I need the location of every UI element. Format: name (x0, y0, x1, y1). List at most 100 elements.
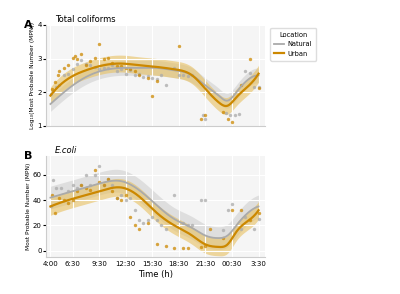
Point (136, 71, 142, 76)
Point (145, 220, 151, 225)
Point (189, 223, 195, 228)
Point (140, 220, 147, 225)
Point (171, 246, 178, 250)
Text: E.coli: E.coli (55, 146, 77, 155)
Point (227, 113, 233, 118)
Point (118, 198, 124, 203)
Point (87, 59, 94, 64)
Point (83, 62, 89, 67)
Point (60, 66, 67, 70)
Point (149, 94, 156, 98)
Point (220, 228, 226, 233)
Legend: Natural, Urban: Natural, Urban (270, 28, 316, 61)
Point (238, 227, 244, 232)
Point (202, 243, 209, 248)
Point (202, 198, 209, 203)
Point (127, 195, 133, 200)
Point (171, 193, 178, 198)
Point (158, 223, 164, 228)
Point (255, 86, 262, 91)
Text: A: A (24, 20, 33, 30)
Point (198, 116, 204, 121)
Point (162, 227, 169, 232)
Point (154, 77, 160, 82)
Point (136, 218, 142, 223)
Point (65, 189, 71, 194)
Point (145, 218, 151, 223)
Point (184, 246, 191, 250)
Point (131, 72, 138, 77)
Point (229, 208, 235, 213)
Point (92, 168, 98, 172)
Point (105, 176, 111, 181)
Point (198, 198, 204, 203)
Point (131, 223, 138, 228)
Point (100, 183, 107, 187)
Point (52, 211, 58, 215)
Point (87, 188, 94, 192)
Point (114, 195, 120, 200)
Point (220, 236, 226, 240)
X-axis label: Time (h): Time (h) (138, 270, 173, 279)
Point (122, 71, 129, 76)
Point (50, 88, 56, 93)
Point (202, 113, 209, 118)
Point (74, 57, 80, 61)
Point (251, 227, 257, 232)
Point (69, 56, 76, 60)
Point (114, 69, 120, 74)
Point (149, 76, 156, 81)
Point (52, 80, 58, 84)
Point (69, 198, 76, 203)
Point (65, 71, 71, 76)
Point (171, 66, 178, 70)
Point (131, 69, 138, 74)
Point (224, 208, 231, 213)
Point (184, 223, 191, 228)
Point (118, 193, 124, 198)
Point (127, 68, 133, 73)
Point (100, 57, 107, 61)
Point (238, 82, 244, 87)
Point (96, 164, 102, 168)
Point (74, 189, 80, 194)
Point (69, 66, 76, 71)
Point (236, 112, 242, 116)
Point (105, 56, 111, 60)
Point (242, 69, 248, 74)
Point (162, 82, 169, 87)
Point (50, 178, 56, 182)
Point (60, 198, 67, 203)
Point (198, 245, 204, 249)
Point (145, 76, 151, 81)
Point (69, 183, 76, 187)
Point (83, 185, 89, 190)
Point (109, 183, 116, 187)
Point (149, 214, 156, 219)
Point (154, 242, 160, 247)
Point (109, 60, 116, 65)
Point (246, 57, 253, 61)
Point (96, 180, 102, 185)
Point (229, 120, 235, 124)
Point (52, 185, 59, 190)
Point (72, 54, 78, 58)
Point (122, 66, 129, 70)
Point (87, 63, 94, 68)
Y-axis label: Most Probable Number (MPN): Most Probable Number (MPN) (26, 163, 31, 250)
Point (78, 183, 85, 187)
Point (255, 217, 262, 221)
Point (180, 72, 186, 77)
Point (49, 193, 55, 198)
Point (92, 65, 98, 69)
Text: B: B (24, 151, 32, 161)
Y-axis label: Log₁₀(Most Probable Number (MPN)): Log₁₀(Most Probable Number (MPN)) (30, 22, 35, 129)
Point (78, 58, 85, 63)
Point (140, 75, 147, 79)
Point (232, 113, 238, 118)
Point (114, 195, 120, 200)
Point (58, 185, 64, 190)
Point (176, 72, 182, 77)
Point (96, 67, 102, 72)
Point (154, 218, 160, 223)
